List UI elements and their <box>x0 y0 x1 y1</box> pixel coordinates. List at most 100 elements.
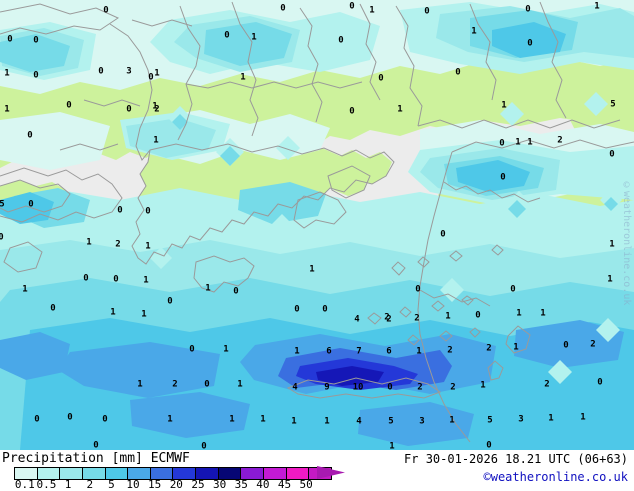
precip-value-label: 1 <box>389 441 395 450</box>
precip-value-label: 1 <box>397 104 403 115</box>
colorbar-swatch <box>15 468 37 479</box>
colorbar-tick: 30 <box>212 478 227 491</box>
precip-value-label: 10 <box>352 382 364 393</box>
precip-value-label: 0 <box>167 296 173 307</box>
colorbar-tick: 15 <box>148 478 162 491</box>
precip-value-label: 1 <box>540 308 546 319</box>
precip-value-label: 0 <box>50 303 56 314</box>
precip-value-label: 2 <box>417 382 423 393</box>
precip-value-label: 5 <box>487 415 493 426</box>
precip-value-label: 0 <box>475 310 481 321</box>
precip-value-label: 0 <box>113 274 119 285</box>
precip-value-label: 1 <box>516 308 522 319</box>
precip-value-label: 0 <box>83 273 89 284</box>
side-watermark: ©weatheronline.co.uk <box>621 180 632 306</box>
precip-value-label: 1 <box>480 380 486 391</box>
precip-value-label: 0 <box>28 199 34 210</box>
precip-value-label: 0 <box>486 440 492 450</box>
precip-value-label: 0 <box>7 34 13 45</box>
precip-cells-bright <box>172 114 618 218</box>
legend-title: Precipitation [mm] ECMWF <box>2 451 190 466</box>
colorbar-tick-labels: 0.1 0.5 1 2 5 10 15 20 25 30 35 40 45 50 <box>0 479 340 491</box>
precip-value-label: 5 <box>0 199 5 210</box>
precip-value-label: 0 <box>609 149 615 160</box>
precip-value-label: 0 <box>387 382 393 393</box>
precip-value-label: 0 <box>455 67 461 78</box>
precip-value-label: 2 <box>414 313 420 324</box>
precip-value-label: 1 <box>223 344 229 355</box>
precip-value-label: 3 <box>126 66 132 77</box>
precip-value-label: 0 <box>66 100 72 111</box>
precip-value-label: 2 <box>557 135 563 146</box>
precip-value-label: 0 <box>126 104 132 115</box>
precip-value-label: 0 <box>145 206 151 217</box>
precip-value-label: 1 <box>369 5 375 16</box>
precip-value-label: 0 <box>67 412 73 423</box>
precip-value-label: 5 <box>610 99 616 110</box>
precip-value-label: 1 <box>445 311 451 322</box>
precip-value-label: 0 <box>415 284 421 295</box>
precip-value-label: 0 <box>27 130 33 141</box>
colorbar-overflow-arrow <box>317 466 345 479</box>
precip-value-label: 1 <box>4 68 10 79</box>
valid-time-text: Fr 30-01-2026 18.21 UTC (06+63) <box>404 452 628 466</box>
precip-value-label: 1 <box>143 275 149 286</box>
colorbar-tick: 2 <box>86 478 94 491</box>
precip-value-label: 1 <box>86 237 92 248</box>
precip-value-label: 0 <box>349 106 355 117</box>
precip-value-label: 2 <box>172 379 178 390</box>
precip-value-label: 4 <box>354 314 360 325</box>
colorbar-tick: 5 <box>108 478 115 491</box>
precip-value-label: 1 <box>260 414 266 425</box>
precip-value-label: 0 <box>98 66 104 77</box>
precip-value-label: 1 <box>4 104 10 115</box>
precip-value-label: 0 <box>93 440 99 450</box>
precip-value-label: 0 <box>280 3 286 14</box>
colorbar-tick: 0.1 <box>14 478 35 491</box>
precip-value-label: 2 <box>386 314 392 325</box>
colorbar-swatch <box>217 468 241 479</box>
precip-value-label: 1 <box>110 307 116 318</box>
precip-value-label: 1 <box>240 72 246 83</box>
precip-value-label: 5 <box>388 416 394 427</box>
precip-value-label: 1 <box>548 413 554 424</box>
colorbar-tick: 25 <box>191 478 205 491</box>
precip-value-label: 0 <box>500 172 506 183</box>
precip-value-label: 0 <box>233 286 239 297</box>
map-canvas <box>0 0 634 450</box>
colorbar-tick: 50 <box>299 478 313 491</box>
precip-value-label: 2 <box>154 104 160 115</box>
colorbar-tick: 45 <box>277 478 292 491</box>
copyright-text[interactable]: ©weatheronline.co.uk <box>483 470 629 484</box>
colorbar-tick: 40 <box>256 478 270 491</box>
precip-value-label: 3 <box>518 414 524 425</box>
precip-value-label: 0 <box>33 70 39 81</box>
colorbar-tick: 10 <box>126 478 140 491</box>
precip-value-label: 2 <box>590 339 596 350</box>
colorbar-tick: 1 <box>64 478 72 491</box>
precip-value-label: 4 <box>356 416 362 427</box>
precip-value-label: 1 <box>294 346 300 357</box>
precip-value-label: 1 <box>137 379 143 390</box>
precip-value-label: 0 <box>525 4 531 15</box>
precip-value-label: 0 <box>499 138 505 149</box>
precip-value-label: 0 <box>33 35 39 46</box>
precip-value-label: 1 <box>607 274 613 285</box>
precip-value-label: 2 <box>486 343 492 354</box>
colorbar-swatch <box>104 468 128 479</box>
precip-value-label: 1 <box>594 1 600 12</box>
precip-value-label: 1 <box>145 241 151 252</box>
precip-value-label: 3 <box>419 416 425 427</box>
precip-value-label: 4 <box>292 382 298 393</box>
precip-value-label: 1 <box>501 100 507 111</box>
precip-value-label: 0 <box>117 205 123 216</box>
precip-value-label: 1 <box>309 264 315 275</box>
precip-value-label: 0 <box>440 229 446 240</box>
precip-value-label: 0 <box>338 35 344 46</box>
precip-value-label: 2 <box>384 312 390 323</box>
precip-value-label: 1 <box>471 26 477 37</box>
precip-value-label: 1 <box>229 414 235 425</box>
precip-value-label: 1 <box>515 137 521 148</box>
